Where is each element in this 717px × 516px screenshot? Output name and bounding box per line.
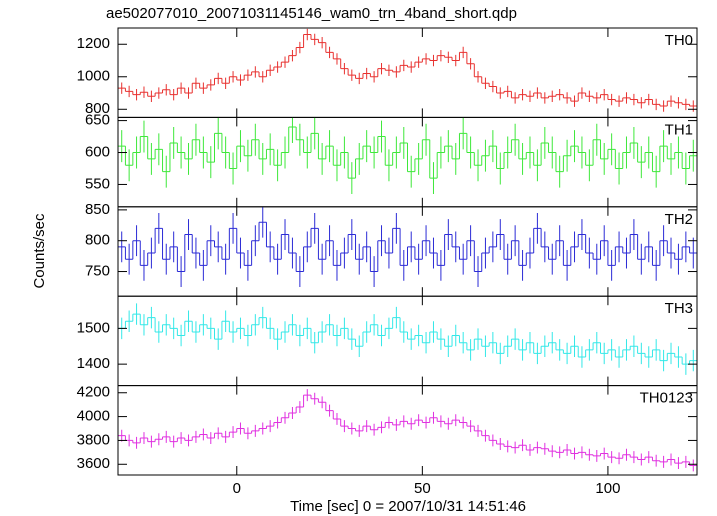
x-tick-label: 100 (595, 480, 620, 497)
y-tick-label: 4000 (77, 408, 110, 425)
x-tick-label: 50 (414, 480, 431, 497)
y-tick-label: 600 (85, 143, 110, 160)
y-tick-label: 1200 (77, 35, 110, 52)
y-tick-label: 800 (85, 232, 110, 249)
panel-label: TH3 (665, 300, 693, 317)
y-tick-label: 4200 (77, 384, 110, 401)
y-tick-label: 650 (85, 112, 110, 129)
y-tick-label: 550 (85, 175, 110, 192)
panel-label: TH0 (665, 32, 693, 49)
panel-label: TH2 (665, 211, 693, 228)
x-axis-label: Time [sec] 0 = 2007/10/31 14:51:46 (290, 498, 526, 515)
panel-frame (117, 385, 698, 476)
y-tick-label: 850 (85, 201, 110, 218)
y-tick-label: 1500 (77, 319, 110, 336)
panel-label: TH1 (665, 121, 693, 138)
y-tick-label: 1000 (77, 68, 110, 85)
panel-label: TH0123 (640, 390, 693, 407)
y-tick-label: 1400 (77, 355, 110, 372)
panel-frame (117, 295, 698, 387)
x-tick-label: 0 (233, 480, 241, 497)
chart-title: ae502077010_20071031145146_wam0_trn_4ban… (106, 5, 517, 22)
y-tick-label: 750 (85, 263, 110, 280)
y-tick-label: 800 (85, 100, 110, 117)
y-tick-label: 3800 (77, 431, 110, 448)
y-tick-label: 3600 (77, 455, 110, 472)
panel-frame (117, 27, 698, 118)
y-axis-label: Counts/sec (31, 213, 48, 289)
